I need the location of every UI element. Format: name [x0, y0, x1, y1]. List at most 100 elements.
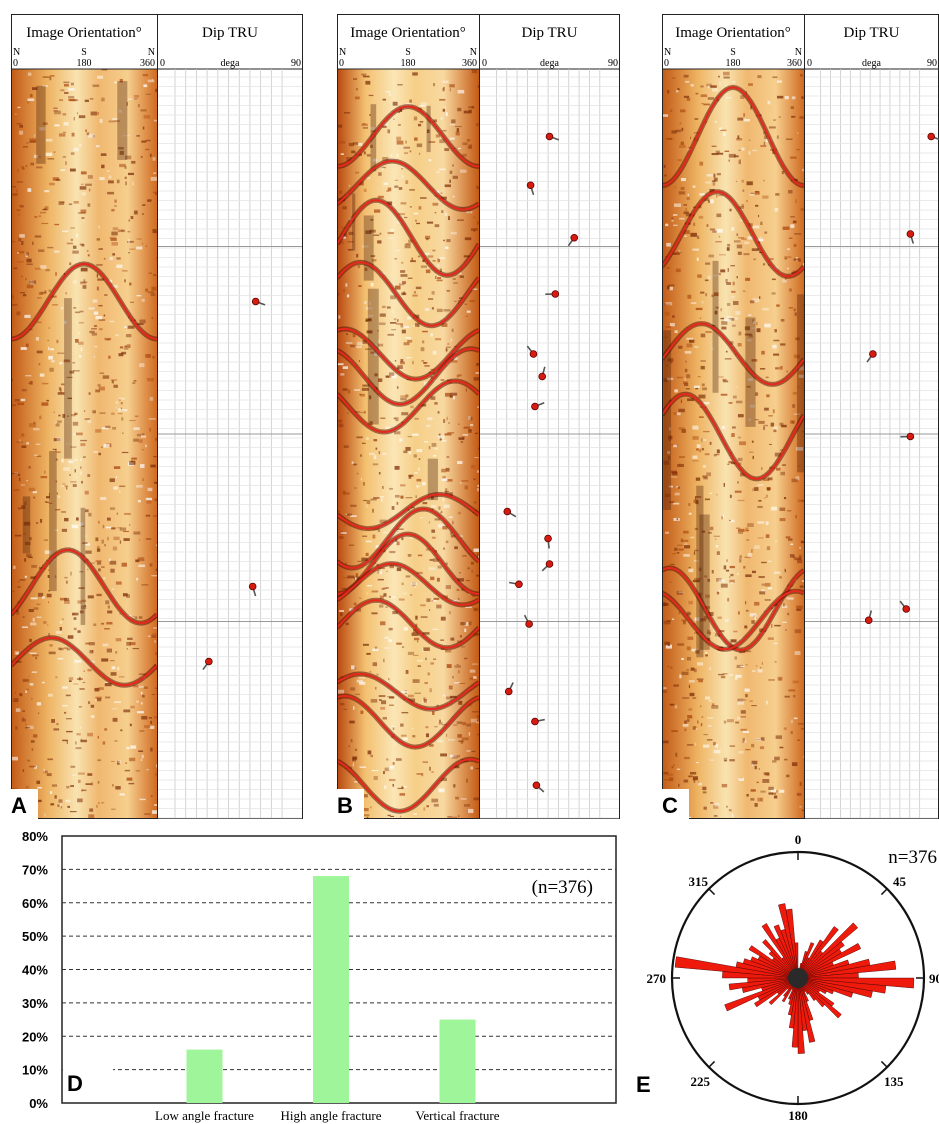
dip-header-box: [804, 14, 939, 70]
image-orientation-header: Image Orientation°: [350, 25, 466, 41]
borehole-image-track: [338, 69, 479, 819]
image-header-box: [11, 14, 158, 70]
fracture-trace: [338, 694, 479, 749]
azimuth-180: 180: [77, 58, 92, 69]
rose-direction-label: 225: [691, 1074, 711, 1089]
fracture-trace: [338, 599, 479, 649]
panel-letter-text: D: [67, 1071, 83, 1096]
borehole-image-track: [12, 69, 157, 819]
dip-tadpole: [523, 614, 533, 628]
fracture-trace: [12, 262, 157, 341]
y-tick-label: 40%: [22, 963, 48, 978]
panel-letter-d: D: [63, 1066, 113, 1102]
dip-tadpole: [864, 610, 873, 625]
strike-rose-diagram: 0 45 90 135 180 225 270 315 n=376 E: [634, 832, 939, 1123]
dip-tadpole: [248, 582, 257, 597]
dip-tru-header: Dip TRU: [522, 25, 578, 41]
direction-n-left: N: [13, 47, 20, 58]
category-label: High angle fracture: [280, 1108, 381, 1123]
fracture-trace: [338, 562, 479, 606]
log-panel-a: Image Orientation° Dip TRU N S N 0 180 360 0 dega…: [6, 14, 303, 819]
fracture-trace: [663, 190, 804, 278]
rose-petal: [762, 939, 799, 979]
rose-center: [788, 968, 808, 988]
direction-n-left: N: [339, 47, 346, 58]
fracture-trace: [663, 86, 804, 187]
panel-letter-text: B: [337, 793, 353, 818]
panel-letter-b: B: [332, 789, 364, 819]
dip-tadpole: [545, 132, 560, 141]
dip-tadpole: [526, 181, 535, 196]
image-header-box: [662, 14, 805, 70]
fracture-trace: [663, 393, 804, 480]
dip-tadpole: [866, 350, 877, 363]
panel-letter-c: C: [657, 789, 689, 819]
dip-tadpole: [927, 132, 939, 141]
dip-tadpole: [251, 297, 266, 306]
fracture-trace: [338, 261, 479, 327]
fracture-trace: [338, 327, 479, 381]
y-tick-label: 60%: [22, 896, 48, 911]
fracture-trace: [338, 347, 479, 406]
dip-tru-header: Dip TRU: [844, 25, 900, 41]
dip-scale-unit: dega: [221, 58, 240, 69]
rose-petal: [797, 977, 805, 1054]
log-panel-b: Image Orientation° Dip TRU N S N 0 180 360 0 dega…: [332, 14, 620, 819]
dip-scale-0: 0: [807, 58, 812, 69]
borehole-image-track: [663, 69, 804, 819]
rose-petal: [797, 977, 842, 1019]
rose-direction-label: 315: [689, 874, 709, 889]
rose-petal: [785, 908, 799, 979]
bar-1: [313, 876, 349, 1103]
dip-header-box: [157, 14, 303, 70]
rose-petal: [773, 924, 799, 979]
dip-tadpole: [541, 560, 554, 572]
direction-s: S: [730, 47, 736, 58]
dip-tadpole: [526, 345, 538, 358]
rose-petal: [797, 941, 845, 979]
dip-track: [157, 68, 303, 819]
y-tick-label: 70%: [22, 862, 48, 877]
dip-tadpole: [202, 657, 213, 671]
dip-tru-header: Dip TRU: [202, 25, 258, 41]
dip-tadpole: [544, 534, 552, 549]
dip-tadpole: [538, 366, 547, 381]
rose-petal: [778, 903, 799, 979]
dip-tadpole: [508, 580, 523, 589]
category-label: Vertical fracture: [415, 1108, 499, 1123]
rose-petal: [797, 977, 816, 1043]
rose-petal: [797, 922, 859, 979]
rose-petal: [724, 977, 799, 1012]
dip-tadpole: [531, 402, 545, 411]
panel-letter-text: E: [636, 1072, 651, 1097]
dip-tadpole: [545, 290, 560, 298]
panel-letter-a: A: [6, 789, 38, 819]
dip-scale-90: 90: [927, 58, 937, 69]
rose-petal: [754, 977, 799, 1008]
rose-direction-label: 135: [884, 1074, 904, 1089]
direction-s: S: [81, 47, 87, 58]
dip-scale-90: 90: [291, 58, 301, 69]
dip-tadpole: [899, 600, 911, 613]
y-tick-label: 10%: [22, 1063, 48, 1078]
fracture-trace: [12, 548, 157, 625]
sample-count-annotation: (n=376): [532, 877, 593, 898]
fracture-trace: [338, 493, 479, 530]
y-tick-label: 20%: [22, 1029, 48, 1044]
azimuth-180: 180: [401, 58, 416, 69]
direction-s: S: [405, 47, 411, 58]
direction-n-left: N: [664, 47, 671, 58]
bar-2: [439, 1019, 476, 1103]
dip-track: [804, 68, 939, 819]
azimuth-360: 360: [462, 58, 477, 69]
rose-petal: [797, 943, 862, 979]
fracture-trace: [338, 105, 479, 168]
bar-0: [186, 1049, 223, 1103]
azimuth-360: 360: [787, 58, 802, 69]
fracture-trace: [663, 590, 804, 651]
dip-tadpole: [906, 230, 915, 244]
log-panel-c: Image Orientation° Dip TRU N S N 0 180 360 0 dega…: [657, 14, 939, 819]
dip-scale-0: 0: [160, 58, 165, 69]
